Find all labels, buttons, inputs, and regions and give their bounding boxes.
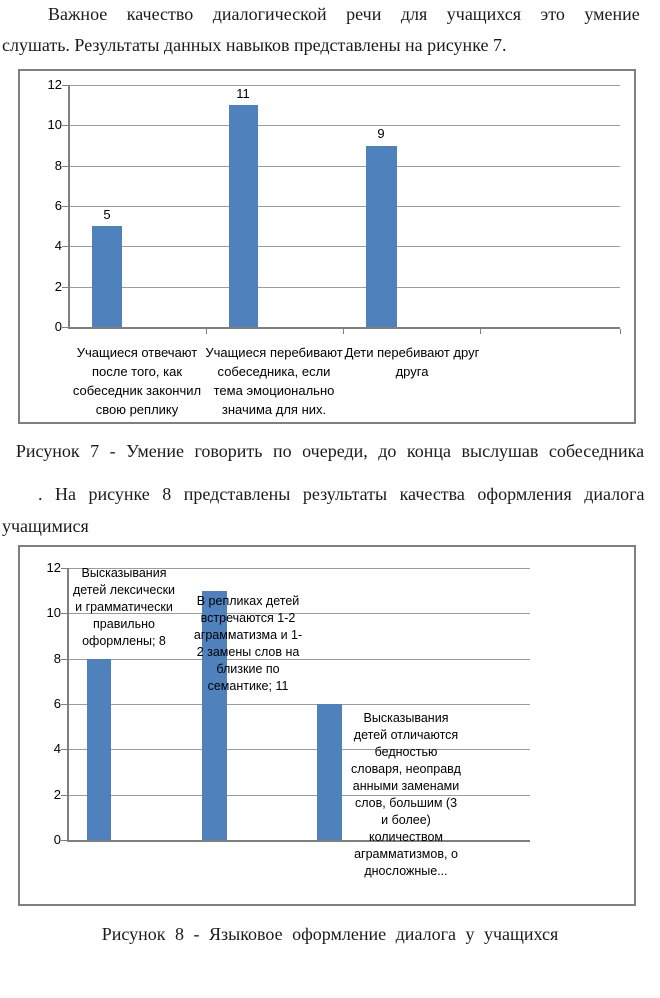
figure8-bar-chart: 0 2 4 6 8 10 12 Высказывания детей лекси… [18, 545, 636, 906]
y-axis-tick [61, 704, 67, 705]
y-axis-tick-label: 0 [54, 319, 62, 334]
gridline [68, 165, 620, 167]
y-axis-line [68, 85, 70, 329]
bar-series1-cat1 [92, 226, 122, 327]
y-axis-tick-label: 2 [54, 279, 62, 294]
bar-series1-cat1 [87, 658, 111, 840]
bar-value-label: 11 [236, 86, 250, 101]
y-axis-tick-label: 0 [53, 832, 61, 847]
figure7-caption: Рисунок 7 - Умение говорить по очереди, … [15, 441, 645, 461]
figure8-caption: Рисунок 8 - Языковое оформление диалога … [101, 924, 559, 944]
paragraph-2-line-1: . На рисунке 8 представлены результаты к… [38, 484, 645, 504]
y-axis-tick [62, 165, 68, 167]
bar-series1-cat2 [229, 105, 258, 327]
y-axis-tick-label: 8 [53, 651, 61, 666]
gridline [68, 286, 620, 288]
x-axis-tick [206, 329, 207, 334]
y-axis-tick-label: 6 [53, 696, 61, 711]
bar-value-label: 5 [103, 207, 111, 222]
gridline [67, 658, 530, 660]
y-axis-tick [61, 749, 67, 751]
bar-series1-cat3 [366, 145, 397, 327]
x-axis-category-label: Дети перебивают друг друга [344, 345, 480, 379]
x-axis-tick [620, 329, 621, 334]
paragraph-1-line-1: Важное качество диалогической речи для у… [48, 4, 640, 24]
y-axis-line [67, 568, 69, 842]
y-axis-tick-label: 12 [46, 560, 61, 575]
gridline [67, 613, 530, 615]
x-axis-category-label: Учащиеся отвечают после того, как собесе… [72, 345, 202, 417]
x-axis-tick [343, 329, 344, 334]
y-axis-tick [62, 286, 68, 288]
bar-series1-cat3 [317, 704, 342, 840]
y-axis-tick-label: 10 [47, 117, 62, 132]
y-axis-tick [61, 658, 67, 660]
y-axis-tick [62, 206, 68, 207]
y-axis-tick-label: 2 [53, 787, 61, 802]
y-axis-tick-label: 10 [46, 605, 61, 620]
bar-value-label: 9 [377, 126, 385, 141]
x-axis-line [67, 840, 530, 842]
gridline [68, 125, 620, 127]
paragraph-2-line-2: учащимися [2, 516, 89, 536]
x-axis-line [68, 327, 620, 329]
gridline [67, 749, 530, 751]
paragraph-1-line-2: слушать. Результаты данных навыков предс… [2, 35, 507, 55]
data-label-cat2: В репликах детей встречаются 1-2 аграмма… [193, 594, 303, 693]
y-axis-tick [62, 85, 68, 86]
y-axis-tick-label: 4 [54, 238, 62, 253]
y-axis-tick [62, 327, 68, 328]
figure7-bar-chart: 0 2 4 6 8 10 12 5 11 9 Учащиеся отвечают… [18, 69, 636, 424]
y-axis-tick [61, 840, 67, 841]
gridline [68, 246, 620, 248]
y-axis-tick-label: 12 [47, 77, 62, 92]
x-axis-tick [480, 329, 481, 334]
gridline [68, 85, 620, 86]
gridline [68, 206, 620, 207]
gridline [67, 568, 530, 569]
gridline [67, 704, 530, 705]
y-axis-tick [61, 613, 67, 615]
y-axis-tick [61, 794, 67, 796]
bar-series1-cat2 [202, 590, 227, 840]
y-axis-tick-label: 4 [53, 741, 61, 756]
x-axis-category-label: Учащиеся перебивают собеседника, если те… [205, 345, 343, 417]
gridline [67, 794, 530, 796]
y-axis-tick [61, 568, 67, 569]
y-axis-tick-label: 8 [54, 158, 62, 173]
y-axis-tick [62, 125, 68, 127]
y-axis-tick-label: 6 [54, 198, 62, 213]
y-axis-tick [62, 246, 68, 248]
data-label-cat1: Высказывания детей лексически и граммати… [72, 566, 176, 648]
data-label-cat3: Высказывания детей отличаются бедностью … [351, 711, 461, 878]
